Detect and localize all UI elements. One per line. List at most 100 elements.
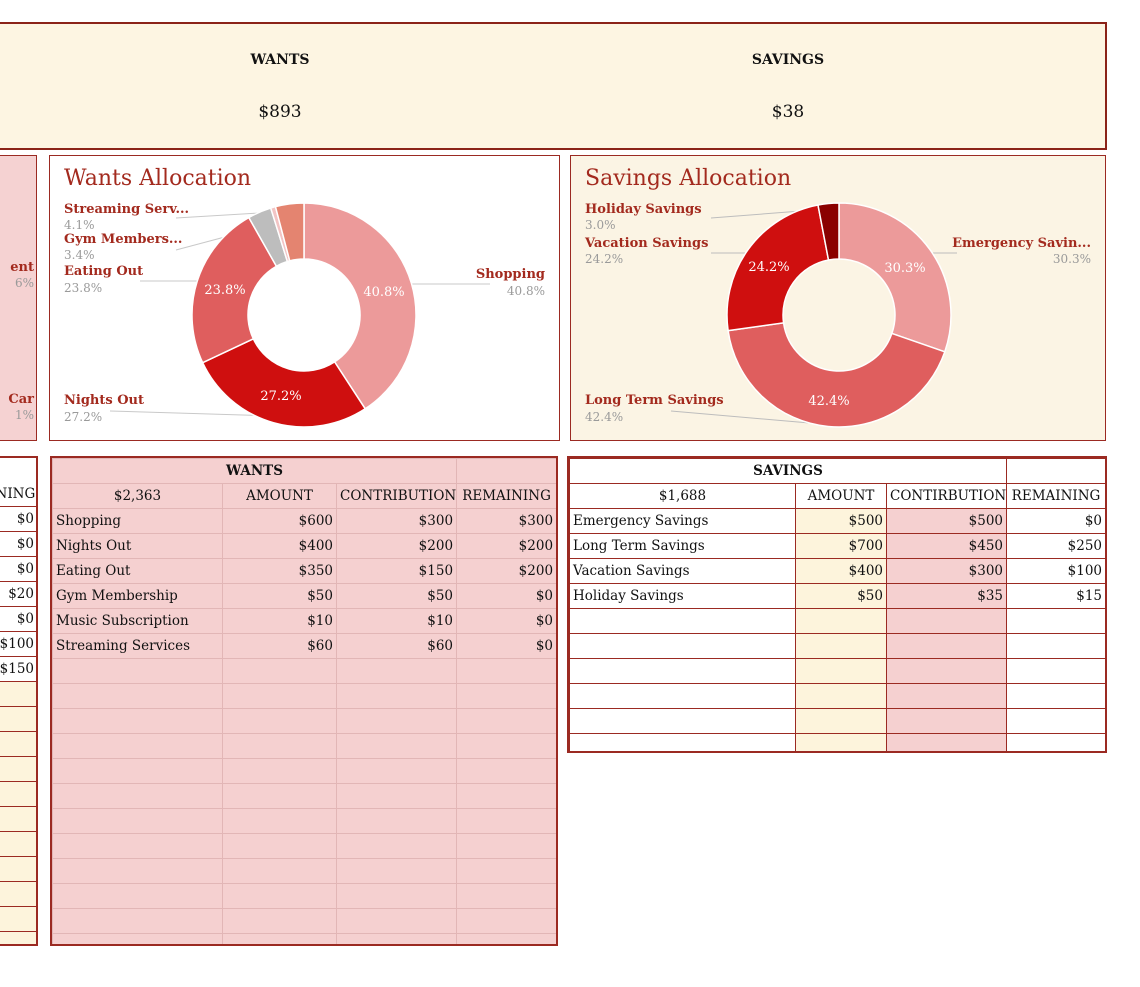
remaining-cell[interactable]: $0 [0,506,36,532]
remaining-cell[interactable]: $0 [1006,508,1105,534]
item-name-cell[interactable]: Nights Out [52,533,223,559]
remaining-cell[interactable] [0,706,36,732]
amount-cell[interactable] [795,733,887,751]
contribution-cell[interactable]: $60 [335,633,458,659]
item-name-cell[interactable] [52,833,223,859]
remaining-cell[interactable] [456,833,556,859]
amount-cell[interactable] [222,658,337,684]
slice-long-term-savings[interactable] [727,321,946,428]
amount-cell[interactable]: $600 [222,508,337,534]
item-name-cell[interactable]: Music Subscription [52,608,223,634]
contribution-cell[interactable] [335,933,458,944]
contribution-cell[interactable]: $10 [335,608,458,634]
remaining-cell[interactable] [0,731,36,757]
remaining-cell[interactable] [456,883,556,909]
slice-eating-out[interactable] [191,216,278,364]
amount-cell[interactable]: $400 [222,533,337,559]
item-name-cell[interactable] [569,683,796,709]
item-name-cell[interactable]: Eating Out [52,558,223,584]
remaining-cell[interactable] [456,783,556,809]
amount-cell[interactable] [795,658,887,684]
remaining-cell[interactable] [456,733,556,759]
slice-gym-membership[interactable] [247,207,289,268]
remaining-cell[interactable] [456,658,556,684]
amount-cell[interactable] [795,608,887,634]
remaining-cell[interactable] [0,681,36,707]
contribution-cell[interactable] [335,758,458,784]
contribution-cell[interactable] [335,733,458,759]
remaining-cell[interactable] [456,758,556,784]
slice-emergency-savings[interactable] [838,202,952,353]
remaining-cell[interactable]: $100 [1006,558,1105,584]
slice-streaming-services[interactable] [274,202,305,262]
amount-cell[interactable] [222,708,337,734]
remaining-cell[interactable]: $20 [0,581,36,607]
contribution-cell[interactable]: $450 [885,533,1008,559]
remaining-cell[interactable] [0,856,36,882]
amount-cell[interactable] [222,733,337,759]
remaining-cell[interactable] [0,806,36,832]
remaining-cell[interactable]: $100 [0,631,36,657]
amount-cell[interactable]: $10 [222,608,337,634]
amount-cell[interactable] [222,908,337,934]
item-name-cell[interactable]: Shopping [52,508,223,534]
remaining-cell[interactable] [0,781,36,807]
remaining-cell[interactable] [0,831,36,857]
contribution-cell[interactable]: $150 [335,558,458,584]
contribution-cell[interactable] [335,783,458,809]
item-name-cell[interactable] [569,633,796,659]
amount-cell[interactable] [795,633,887,659]
item-name-cell[interactable] [569,608,796,634]
remaining-cell[interactable] [456,908,556,934]
item-name-cell[interactable] [52,733,223,759]
item-name-cell[interactable] [52,933,223,944]
amount-cell[interactable] [222,808,337,834]
item-name-cell[interactable] [52,858,223,884]
remaining-cell[interactable]: $150 [0,656,36,682]
remaining-cell[interactable] [456,808,556,834]
amount-cell[interactable] [795,683,887,709]
amount-cell[interactable]: $400 [795,558,887,584]
remaining-cell[interactable]: $15 [1006,583,1105,609]
remaining-cell[interactable] [1006,683,1105,709]
item-name-cell[interactable]: Vacation Savings [569,558,796,584]
contribution-cell[interactable] [335,658,458,684]
slice-nights-out[interactable] [201,337,367,428]
remaining-cell[interactable]: $0 [0,606,36,632]
remaining-cell[interactable]: $200 [456,558,556,584]
amount-cell[interactable] [222,833,337,859]
remaining-cell[interactable] [0,931,36,944]
remaining-cell[interactable]: $300 [456,508,556,534]
item-name-cell[interactable]: Gym Membership [52,583,223,609]
contribution-cell[interactable] [335,808,458,834]
remaining-cell[interactable]: $0 [456,608,556,634]
slice-shopping[interactable] [303,202,417,410]
remaining-cell[interactable] [456,683,556,709]
remaining-cell[interactable] [1006,658,1105,684]
contribution-cell[interactable] [885,733,1008,751]
remaining-cell[interactable] [0,881,36,907]
remaining-cell[interactable] [1006,733,1105,751]
contribution-cell[interactable] [335,858,458,884]
contribution-cell[interactable] [335,908,458,934]
remaining-cell[interactable] [456,858,556,884]
item-name-cell[interactable]: Streaming Services [52,633,223,659]
contribution-cell[interactable] [885,708,1008,734]
remaining-cell[interactable]: $250 [1006,533,1105,559]
item-name-cell[interactable] [569,733,796,751]
remaining-cell[interactable] [0,906,36,932]
contribution-cell[interactable]: $300 [885,558,1008,584]
item-name-cell[interactable] [52,683,223,709]
remaining-cell[interactable]: $0 [456,633,556,659]
contribution-cell[interactable] [335,708,458,734]
amount-cell[interactable]: $50 [795,583,887,609]
item-name-cell[interactable] [569,658,796,684]
amount-cell[interactable]: $50 [222,583,337,609]
contribution-cell[interactable] [885,633,1008,659]
amount-cell[interactable] [795,708,887,734]
amount-cell[interactable]: $700 [795,533,887,559]
item-name-cell[interactable] [52,658,223,684]
contribution-cell[interactable]: $300 [335,508,458,534]
amount-cell[interactable]: $60 [222,633,337,659]
contribution-cell[interactable] [885,683,1008,709]
